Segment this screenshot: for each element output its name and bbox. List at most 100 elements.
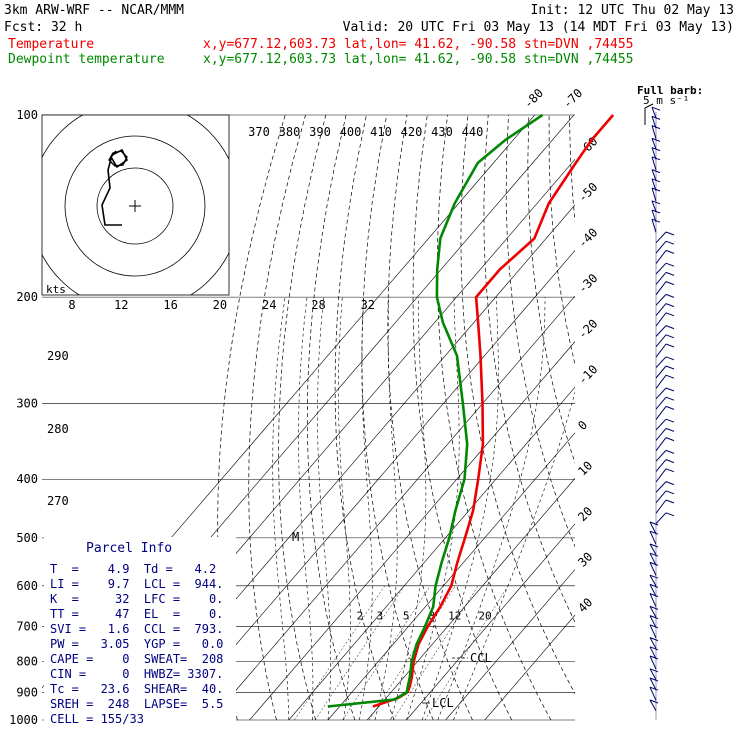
wind-barb: [649, 543, 657, 556]
mixing-ratio-label: 3: [377, 610, 384, 623]
dry-adiabat: [651, 115, 740, 720]
wind-barb: [649, 530, 657, 545]
wind-barb-flag: [651, 178, 661, 183]
isotherm-line: [366, 477, 575, 720]
wind-barb-flag: [651, 115, 661, 120]
dry-adiabat: [569, 115, 575, 223]
wind-barb-flag: [665, 303, 675, 308]
wind-barb: [655, 356, 667, 368]
theta-e-label: 380: [279, 125, 301, 139]
inset-speed-label: 32: [361, 298, 375, 312]
wind-barb: [649, 668, 657, 680]
moist-adiabats: [272, 297, 575, 720]
theta-e-label: 440: [462, 125, 484, 139]
wind-barb-flag: [651, 209, 661, 214]
pressure-tick-label: 900: [16, 685, 38, 699]
wind-barb-flag: [665, 293, 675, 298]
isotherm-line: [445, 569, 575, 720]
wind-barb: [651, 156, 657, 171]
hodograph-ring-small: [96, 167, 174, 245]
wind-barb-flag: [649, 543, 659, 548]
wind-barb-flag: [665, 468, 675, 473]
moist-adiabat: [317, 297, 331, 720]
parcel-info-row: T = 4.9 Td = 4.2: [50, 562, 216, 576]
legend-dewpoint-label: Dewpoint temperature: [8, 52, 165, 67]
dry-adiabat: [436, 115, 552, 720]
barb-legend-title: Full barb:: [637, 84, 703, 97]
wind-barb-flag: [649, 637, 659, 642]
wind-barb: [655, 374, 667, 389]
pressure-tick-label: 1000: [9, 713, 38, 727]
inset-speed-unit: kts: [46, 283, 66, 296]
legend-dewpoint-info: x,y=677.12,603.73 lat,lon= 41.62, -90.58…: [203, 52, 633, 67]
wind-barb: [655, 437, 667, 452]
temperature-tick-label: -20: [575, 317, 600, 342]
temperature-tick-label: 0: [575, 418, 590, 433]
wind-barb-flag: [665, 325, 675, 330]
wind-barb-flag: [651, 125, 661, 130]
wind-barb: [649, 677, 657, 691]
inset-speed-label: 20: [213, 298, 227, 312]
moist-adiabat: [359, 297, 373, 720]
wind-barb-flag: [649, 530, 659, 535]
wind-barb: [655, 231, 667, 244]
mixing-ratio-label: 12: [448, 610, 461, 623]
wind-barb-flag: [665, 281, 675, 286]
wind-barb: [655, 303, 667, 316]
wind-barb: [649, 646, 657, 660]
wind-barb: [655, 343, 667, 358]
wind-barb: [649, 699, 657, 712]
forecast-hour: Fcst: 32 h: [4, 20, 82, 35]
wind-barb: [649, 606, 657, 618]
wind-barb: [651, 200, 657, 212]
wind-barb-flag: [651, 106, 661, 111]
theta-e-label: 370: [248, 125, 270, 139]
model-title: 3km ARW-WRF -- NCAR/MMM: [4, 3, 184, 18]
parcel-info-row: CAPE = 0 SWEAT= 208: [50, 652, 223, 666]
wind-barb: [655, 499, 667, 514]
dry-adiabats: [217, 115, 740, 720]
pressure-tick-label: 400: [16, 472, 38, 486]
pressure-tick-label: 300: [16, 397, 38, 411]
wind-barb: [655, 387, 667, 400]
wind-barb: [655, 334, 667, 348]
mixing-ratio-line: [424, 585, 509, 720]
dry-adiabat: [483, 115, 575, 624]
wind-barb: [655, 406, 667, 420]
isotherm-line: [327, 432, 575, 720]
wind-barbs: [644, 103, 675, 720]
temperature-tick-label: 10: [575, 458, 595, 478]
wind-barb: [655, 312, 667, 327]
init-time: Init: 12 UTC Thu 02 May 13: [531, 3, 735, 18]
wind-barb: [655, 490, 667, 504]
wind-barb: [655, 294, 667, 306]
temperature-tick-label: -80: [521, 86, 546, 111]
wind-barb-flag: [665, 262, 675, 267]
parcel-info-row: LI = 9.7 LCL = 944.: [50, 577, 223, 591]
moist-adiabat: [338, 297, 351, 720]
wind-barb: [649, 615, 657, 628]
isotherm-line: [210, 295, 575, 720]
wind-barb-flag: [665, 249, 675, 254]
wind-barb: [649, 574, 657, 587]
temperature-tick-label: 20: [575, 504, 595, 524]
wind-barb: [649, 584, 657, 597]
wind-barb-flag: [651, 200, 661, 205]
theta-e-label: 420: [401, 125, 423, 139]
wind-barb-flag: [649, 668, 659, 673]
hodograph-ring-medium: [64, 135, 206, 277]
theta-label: 270: [47, 494, 69, 508]
wind-barb-flag: [665, 387, 675, 392]
parcel-info-row: CIN = 0 HWBZ= 3307.: [50, 667, 223, 681]
wind-barb: [655, 481, 667, 493]
wind-barb-flag: [665, 312, 675, 317]
legend-temperature-label: Temperature: [8, 37, 94, 52]
pressure-tick-label: 800: [16, 654, 38, 668]
theta-e-label: 390: [309, 125, 331, 139]
wind-barb-flag: [665, 271, 675, 276]
wind-barb-flag: [649, 677, 659, 682]
theta-e-label: 430: [431, 125, 453, 139]
wind-barb-flag: [665, 356, 675, 361]
dry-adiabat: [527, 115, 575, 464]
wind-barb-flag: [651, 218, 661, 223]
